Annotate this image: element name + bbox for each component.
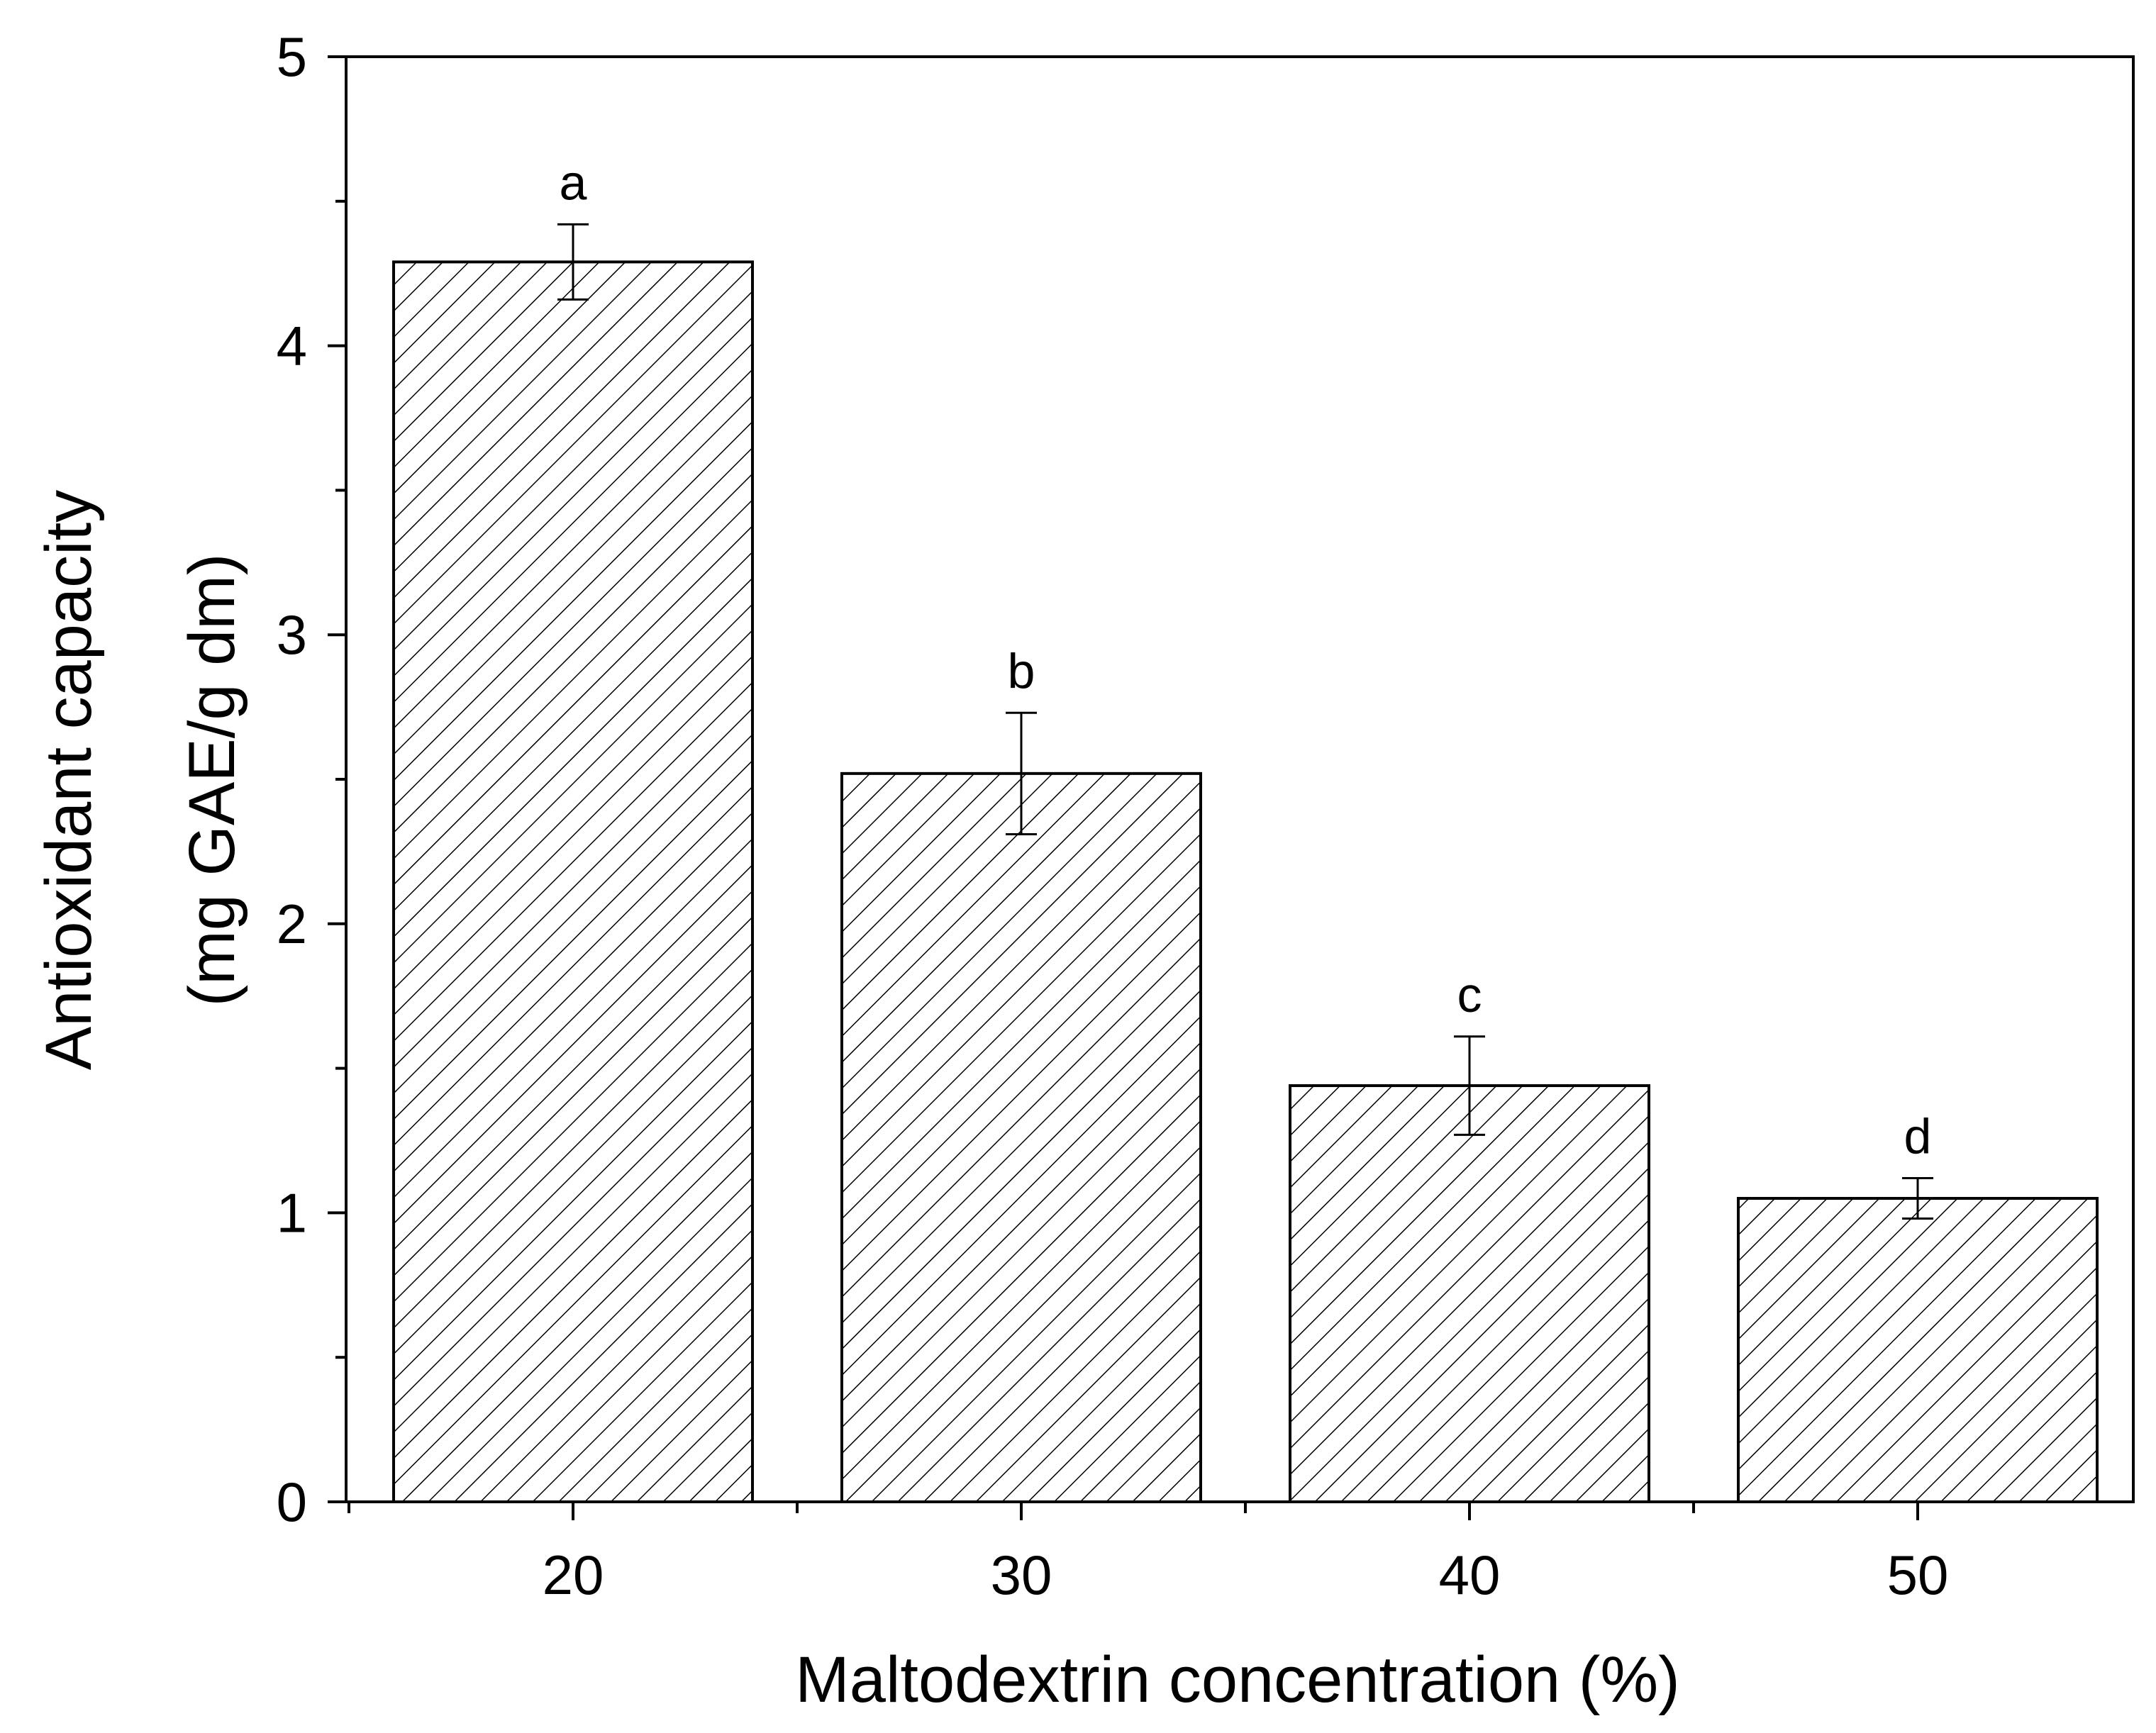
significance-letter-20: a [560, 155, 587, 210]
y-axis: 0 1 2 3 4 5 [277, 26, 346, 1533]
error-bars-group [557, 223, 1933, 1220]
y-tick-label-2: 2 [277, 893, 307, 955]
bar-40 [1289, 1084, 1650, 1503]
x-tick-label-20: 20 [543, 1544, 604, 1606]
significance-letter-30: b [1008, 643, 1035, 698]
y-tick-label-4: 4 [277, 315, 307, 377]
y-tick-label-0: 0 [277, 1471, 307, 1533]
bar-50 [1737, 1197, 2099, 1504]
x-axis-title: Maltodextrin concentration (%) [795, 1644, 1680, 1716]
x-tick-label-50: 50 [1887, 1544, 1949, 1606]
x-tick-label-30: 30 [991, 1544, 1052, 1606]
y-tick-label-3: 3 [277, 603, 307, 666]
y-axis-title-line1: Antioxidant capacity [33, 490, 105, 1070]
x-axis: 20 30 40 50 [348, 1502, 1949, 1606]
bars-group [392, 260, 2099, 1504]
significance-letter-40: c [1457, 967, 1482, 1022]
significance-letters-group: a b c d [560, 155, 1932, 1164]
significance-letter-50: d [1904, 1108, 1932, 1164]
bar-20 [392, 260, 754, 1503]
y-axis-title-line2: (mg GAE/g dm) [176, 553, 248, 1006]
bar-30 [840, 771, 1202, 1503]
y-tick-label-1: 1 [277, 1181, 307, 1244]
y-tick-label-5: 5 [277, 26, 307, 88]
x-tick-label-40: 40 [1439, 1544, 1501, 1606]
